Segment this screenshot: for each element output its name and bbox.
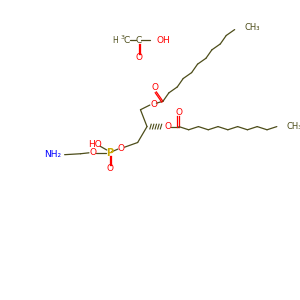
Text: H: H — [112, 36, 118, 45]
Text: O: O — [117, 144, 124, 153]
Text: O: O — [151, 83, 158, 92]
Text: O: O — [176, 108, 182, 117]
Text: O: O — [89, 148, 96, 157]
Text: O: O — [106, 164, 113, 173]
Text: O: O — [164, 122, 171, 131]
Text: HO: HO — [88, 140, 101, 149]
Text: C: C — [123, 36, 130, 45]
Text: CH₃: CH₃ — [244, 23, 260, 32]
Text: C: C — [136, 36, 142, 45]
Text: O: O — [135, 53, 142, 62]
Text: 3: 3 — [121, 35, 125, 40]
Text: P: P — [106, 148, 113, 158]
Text: NH₂: NH₂ — [44, 150, 61, 159]
Text: CH₃: CH₃ — [286, 122, 300, 131]
Text: OH: OH — [156, 36, 170, 45]
Text: O: O — [150, 100, 157, 109]
